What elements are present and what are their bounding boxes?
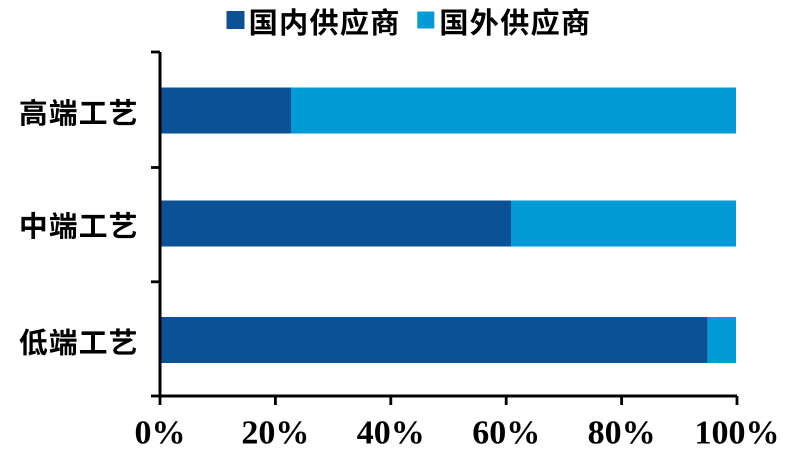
svg-text:80%: 80% [588,415,656,452]
svg-text:100%: 100% [695,415,780,452]
svg-text:60%: 60% [472,415,540,452]
svg-text:20%: 20% [241,415,309,452]
svg-text:0%: 0% [135,415,186,452]
svg-text:40%: 40% [357,415,425,452]
